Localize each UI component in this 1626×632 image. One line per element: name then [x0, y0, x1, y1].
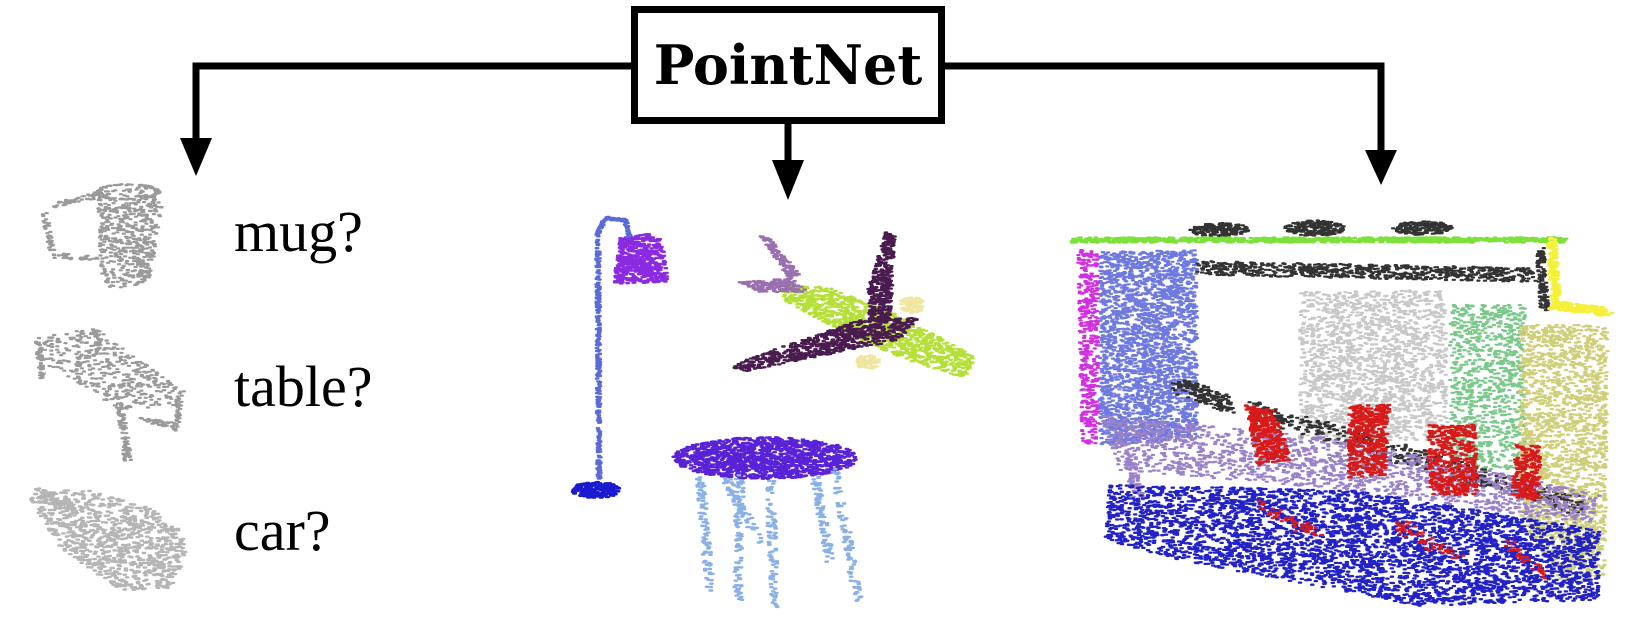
- plane-wing-points: [732, 231, 919, 372]
- table-top-points: [671, 436, 858, 480]
- plane-tail-points: [737, 235, 808, 294]
- room-floor-points: [1103, 484, 1602, 607]
- connectors: [192, 62, 1385, 162]
- classification-point-clouds: [29, 183, 188, 591]
- room-wall-left-points: [1097, 249, 1200, 446]
- connector-left: [192, 62, 631, 140]
- part-segmentation-point-clouds: [570, 215, 975, 609]
- room-chair-points: [1243, 403, 1543, 501]
- arrowheads: [180, 138, 1397, 200]
- room-floor-chair-points: [1257, 500, 1548, 580]
- arrow-center-head: [772, 160, 804, 200]
- label-table: table?: [234, 354, 373, 419]
- room-door-points: [1447, 304, 1528, 472]
- semantic-segmentation-point-cloud: [1069, 219, 1615, 607]
- plane-engine-points: [855, 296, 925, 370]
- lamp-shade-points: [612, 233, 670, 285]
- label-car: car?: [234, 498, 331, 563]
- table-leg-points: [694, 468, 864, 609]
- label-mug: mug?: [234, 199, 363, 264]
- car-point-cloud: [29, 487, 188, 591]
- room-magenta-points: [1076, 249, 1101, 445]
- pointnet-title-box: PointNet: [631, 6, 945, 124]
- pointnet-title: PointNet: [653, 33, 923, 97]
- lamp-pole-points: [594, 215, 633, 480]
- room-yellow-points: [1546, 236, 1615, 317]
- lamp-base-points: [570, 480, 622, 499]
- table-point-cloud: [33, 328, 186, 462]
- room-ceiling-points: [1069, 236, 1569, 244]
- arrow-right-head: [1365, 150, 1397, 185]
- arrow-left-head: [180, 138, 212, 176]
- mug-point-cloud: [40, 183, 164, 289]
- connector-right: [945, 62, 1385, 152]
